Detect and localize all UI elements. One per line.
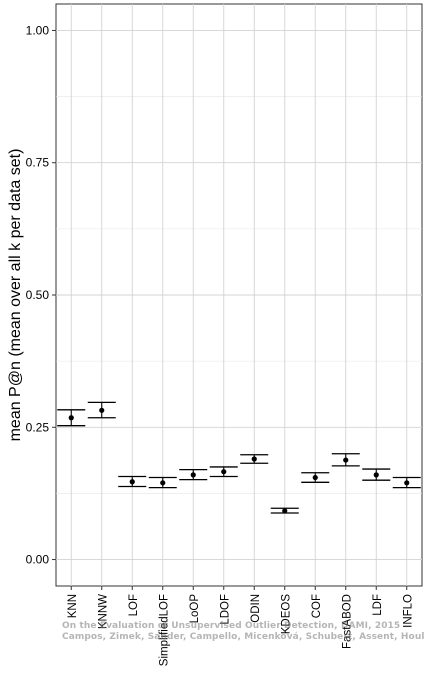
mean-point: [312, 474, 318, 481]
mean-point: [343, 457, 349, 463]
x-tick-label: FastABOD: [341, 594, 353, 649]
mean-point: [221, 469, 227, 475]
x-axis: KNN KNNW LOF SimplifiedLOF LoOP LDOF ODIN KDEOS…: [67, 586, 414, 666]
watermark-line-2: Campos, Zimek, Sander, Campello, Micenko…: [62, 632, 424, 642]
mean-point: [282, 508, 288, 514]
y-axis: 0.00 0.25 0.50 0.75 1.00: [26, 23, 56, 567]
mean-point: [160, 480, 166, 486]
x-tick-label: KNN: [67, 594, 79, 618]
x-tick-label: KNNW: [97, 594, 109, 629]
y-tick-label: 1.00: [26, 23, 50, 37]
x-tick-label: INFLO: [402, 594, 414, 628]
watermark-line-1: On the Evaluation of Unsupervised Outlie…: [62, 621, 401, 631]
x-tick-label: COF: [311, 594, 323, 618]
grid: [56, 4, 422, 586]
error-bars: [57, 401, 421, 514]
x-tick-label: KDEOS: [280, 594, 292, 635]
y-tick-label: 0.75: [26, 156, 50, 170]
mean-point: [129, 479, 135, 485]
x-tick-label: LDOF: [219, 594, 231, 625]
x-tick-label: LDF: [372, 594, 384, 616]
mean-point: [373, 472, 379, 478]
x-tick-label: LoOP: [189, 594, 201, 624]
y-tick-label: 0.25: [26, 420, 50, 434]
mean-point: [190, 472, 196, 478]
x-tick-label: SimplifiedLOF: [158, 594, 170, 666]
mean-point: [251, 456, 257, 462]
x-tick-label: LOF: [128, 594, 140, 616]
mean-point: [404, 480, 410, 486]
y-tick-label: 0.50: [26, 288, 50, 302]
y-axis-label: mean P@n (mean over all k per data set): [7, 149, 24, 442]
mean-point: [68, 415, 74, 421]
mean-point: [99, 407, 105, 413]
x-tick-label: ODIN: [250, 594, 262, 623]
y-tick-label: 0.00: [26, 553, 50, 567]
